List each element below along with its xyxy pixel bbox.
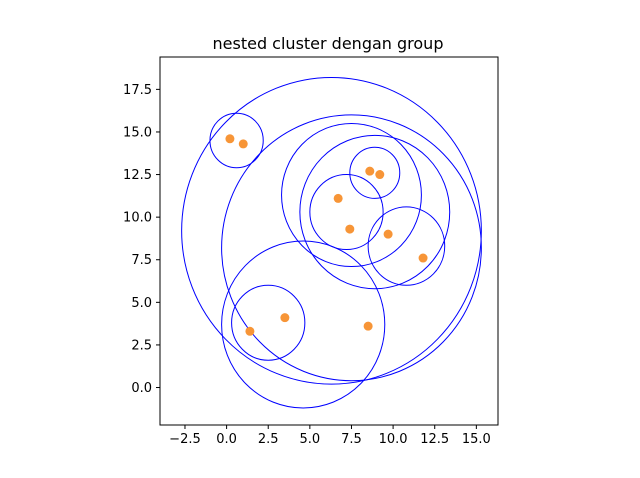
cluster-circle-2 xyxy=(221,114,482,382)
cluster-circle-4 xyxy=(299,134,451,290)
data-point-8 xyxy=(418,253,428,263)
x-tick-label: 0.0 xyxy=(216,432,237,447)
y-tick-label: 0.0 xyxy=(131,381,152,396)
data-point-2 xyxy=(238,139,248,149)
cluster-circle-6 xyxy=(349,146,401,199)
data-point-1 xyxy=(225,134,235,144)
x-axis: −2.5 0.0 2.5 5.0 7.5 10.0 12.5 15.0 xyxy=(169,425,491,447)
data-point-4 xyxy=(375,170,385,180)
data-point-9 xyxy=(280,313,290,323)
y-tick-label: 15.0 xyxy=(123,125,152,140)
chart-title: nested cluster dengan group xyxy=(213,34,444,53)
x-tick-label: 7.5 xyxy=(341,432,362,447)
data-point-11 xyxy=(363,321,373,331)
x-tick-label: −2.5 xyxy=(169,432,201,447)
x-tick-label: 5.0 xyxy=(300,432,321,447)
cluster-circle-3 xyxy=(209,112,264,169)
data-point-7 xyxy=(383,229,393,239)
cluster-circle-10 xyxy=(231,284,306,361)
data-point-5 xyxy=(333,193,343,203)
cluster-circle-8 xyxy=(367,206,446,286)
x-tick-label: 10.0 xyxy=(379,432,408,447)
y-tick-label: 7.5 xyxy=(131,253,152,268)
plot-area xyxy=(181,76,482,409)
cluster-circle-1 xyxy=(181,76,482,385)
x-tick-label: 12.5 xyxy=(420,432,449,447)
x-tick-label: 2.5 xyxy=(258,432,279,447)
y-axis: 0.0 2.5 5.0 7.5 10.0 12.5 15.0 17.5 xyxy=(123,83,160,396)
y-tick-label: 10.0 xyxy=(123,211,152,226)
cluster-circle-9 xyxy=(221,240,386,409)
plot-frame xyxy=(159,56,499,426)
y-tick-label: 2.5 xyxy=(131,338,152,353)
y-tick-label: 5.0 xyxy=(131,296,152,311)
cluster-circle-7 xyxy=(309,174,384,251)
y-tick-label: 12.5 xyxy=(123,168,152,183)
data-point-6 xyxy=(345,224,355,234)
data-point-10 xyxy=(245,326,255,336)
cluster-circle-5 xyxy=(281,122,422,268)
data-point-3 xyxy=(365,166,375,176)
x-tick-label: 15.0 xyxy=(462,432,491,447)
y-tick-label: 17.5 xyxy=(123,83,152,98)
